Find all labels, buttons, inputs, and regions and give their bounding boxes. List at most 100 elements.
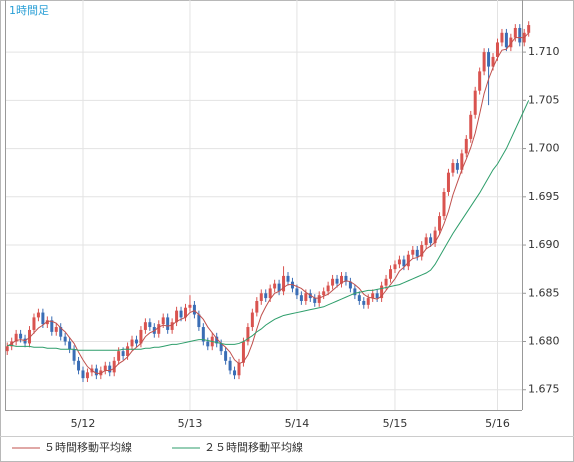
candle-body xyxy=(389,269,393,279)
y-tick-label: 1.695 xyxy=(528,190,560,203)
candle-body xyxy=(402,259,406,267)
candle-body xyxy=(487,52,491,67)
candle-body xyxy=(429,237,433,244)
candle-body xyxy=(518,27,522,43)
candle-body xyxy=(32,317,36,330)
candle-body xyxy=(5,346,9,352)
candle-body xyxy=(464,138,468,154)
candle-body xyxy=(362,300,366,305)
x-tick-label: 5/14 xyxy=(285,417,310,430)
candle-body xyxy=(495,42,499,57)
x-tick-label: 5/16 xyxy=(485,417,510,430)
candle-body xyxy=(148,322,152,328)
candle-body xyxy=(478,71,482,91)
candle-body xyxy=(348,281,352,289)
y-tick-label: 1.700 xyxy=(528,142,560,155)
candle-body xyxy=(322,291,326,296)
candle-body xyxy=(357,295,361,301)
candle-body xyxy=(255,300,259,313)
candle-body xyxy=(344,275,348,282)
candle-body xyxy=(233,370,237,376)
candle-body xyxy=(451,163,455,173)
y-tick-label: 1.705 xyxy=(528,93,560,106)
candle-body xyxy=(264,293,268,299)
candle-body xyxy=(121,351,125,356)
candle-body xyxy=(299,295,303,301)
candle-body xyxy=(473,90,477,115)
candle-body xyxy=(77,360,81,371)
candle-body xyxy=(130,339,134,347)
candle-body xyxy=(442,191,446,217)
candle-body xyxy=(54,327,58,332)
candle-body xyxy=(259,293,263,301)
candle-body xyxy=(94,368,98,376)
candle-body xyxy=(139,329,143,344)
candle-body xyxy=(59,327,63,337)
candle-body xyxy=(36,312,40,318)
candle-body xyxy=(201,327,205,342)
candle-body xyxy=(335,278,339,284)
candle-body xyxy=(482,52,486,72)
candle-body xyxy=(384,278,388,286)
candle-body xyxy=(273,283,277,289)
candle-body xyxy=(108,365,112,373)
candle-body xyxy=(63,336,67,342)
moving-average-line xyxy=(7,100,530,351)
candle-body xyxy=(134,339,138,344)
candle-body xyxy=(268,288,272,299)
candle-body xyxy=(81,370,85,379)
candle-body xyxy=(420,245,424,257)
candle-body xyxy=(438,216,442,231)
candle-body xyxy=(157,324,161,334)
chart-title: 1時間足 xyxy=(9,4,49,17)
candle-body xyxy=(237,362,241,376)
candle-body xyxy=(19,333,23,339)
candle-body xyxy=(161,317,165,325)
candle-body xyxy=(241,341,245,363)
candle-body xyxy=(527,25,531,33)
candle-body xyxy=(250,312,254,328)
candle-body xyxy=(170,322,174,330)
candle-body xyxy=(224,351,228,361)
y-tick-label: 1.690 xyxy=(528,238,560,251)
candle-body xyxy=(197,314,201,328)
candle-body xyxy=(353,288,357,296)
candle-body xyxy=(166,317,170,330)
candle-body xyxy=(45,320,49,325)
candle-body xyxy=(179,310,183,318)
candle-body xyxy=(28,329,32,344)
candle-body xyxy=(397,259,401,265)
candle-body xyxy=(455,163,459,170)
y-tick-label: 1.680 xyxy=(528,335,560,348)
candle-body xyxy=(68,341,72,350)
candle-body xyxy=(326,285,330,292)
candle-body xyxy=(72,349,76,361)
legend-label: ２５時間移動平均線 xyxy=(204,440,303,454)
candle-body xyxy=(14,333,18,342)
candle-body xyxy=(295,288,299,296)
candle-body xyxy=(143,322,147,330)
candle-body xyxy=(504,32,508,48)
candle-body xyxy=(424,237,428,246)
candle-body xyxy=(85,372,89,379)
candle-body xyxy=(491,56,495,67)
candle-body xyxy=(339,275,343,284)
candle-body xyxy=(188,304,192,308)
x-tick-label: 5/15 xyxy=(383,417,408,430)
candle-body xyxy=(219,343,223,352)
candle-body xyxy=(446,172,450,192)
candle-body xyxy=(366,298,370,305)
candle-body xyxy=(184,307,188,318)
candle-body xyxy=(282,275,286,292)
candle-body xyxy=(246,327,250,342)
candle-body xyxy=(192,304,196,315)
candle-body xyxy=(411,249,415,255)
y-tick-label: 1.675 xyxy=(528,383,560,396)
candle-body xyxy=(460,153,464,170)
candle-body xyxy=(317,295,321,303)
candle-body xyxy=(415,249,419,257)
y-tick-label: 1.710 xyxy=(528,45,560,58)
candle-body xyxy=(277,283,281,292)
